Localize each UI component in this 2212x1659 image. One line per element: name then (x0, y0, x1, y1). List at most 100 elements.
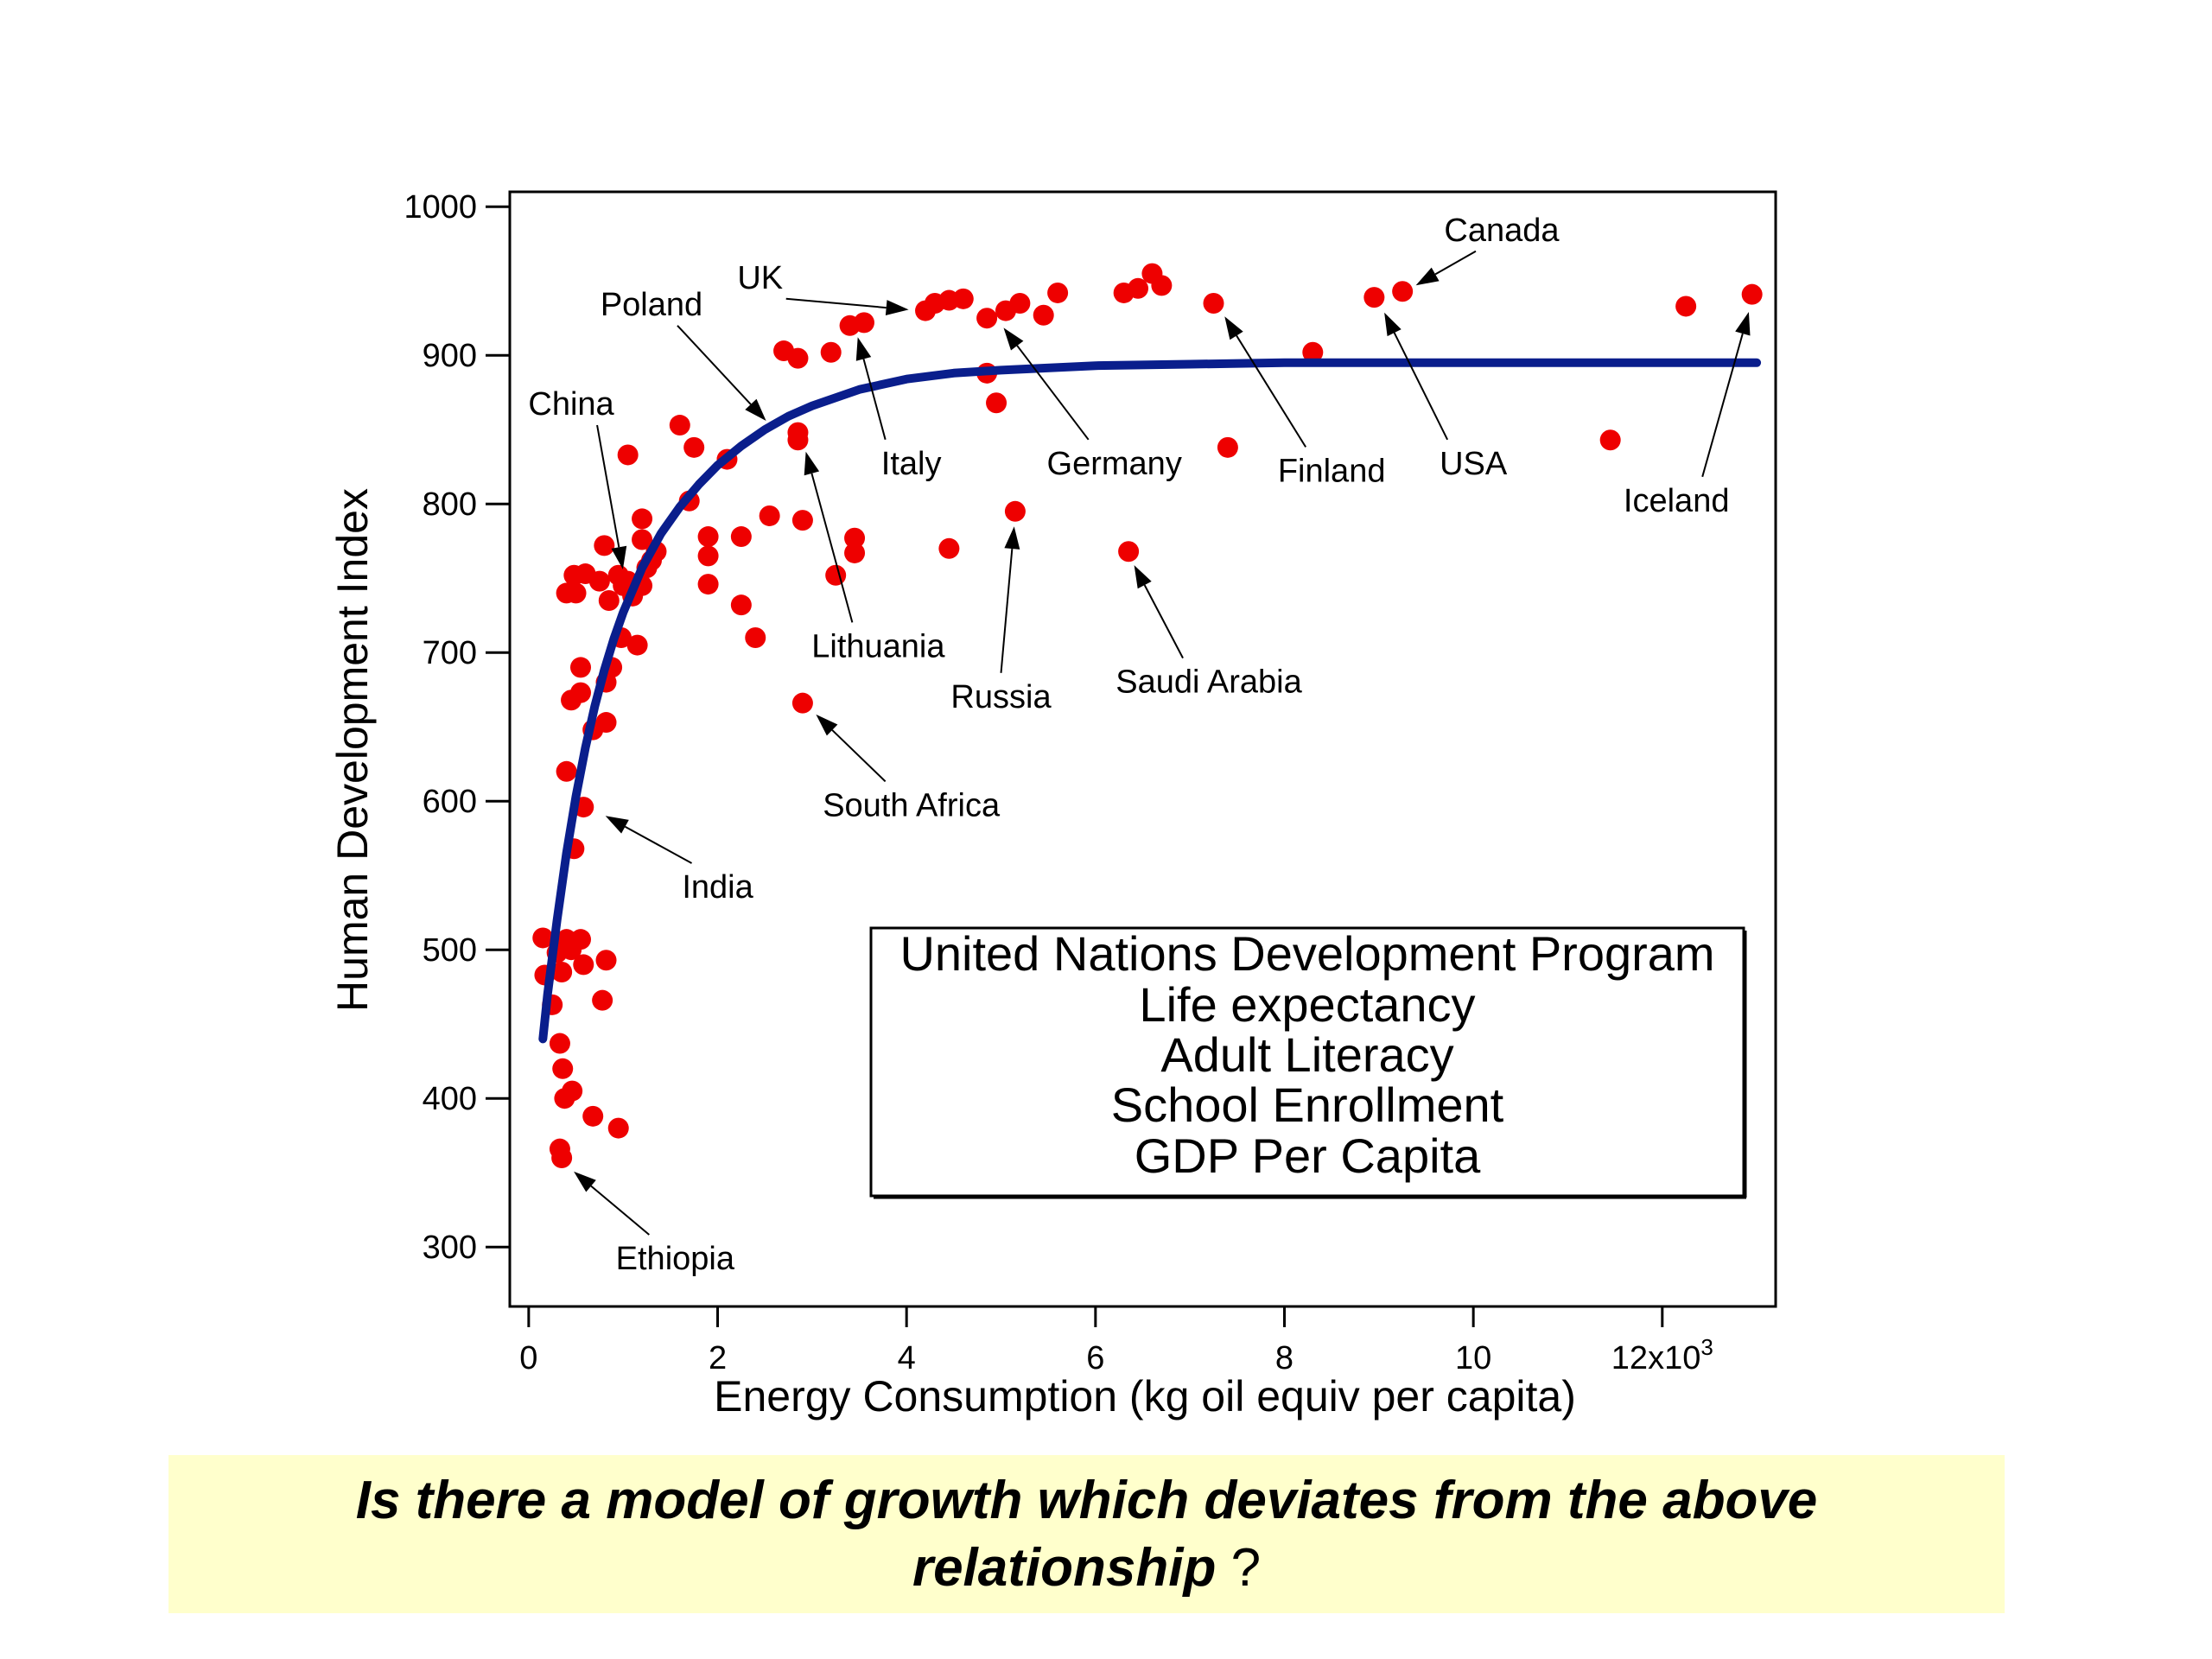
data-point (1675, 296, 1697, 317)
data-point (617, 444, 639, 466)
annotation-label: Iceland (1624, 483, 1730, 519)
data-point (595, 712, 617, 734)
annotation-label: India (682, 869, 753, 906)
fit-curve (538, 358, 1762, 1044)
data-point (825, 564, 847, 586)
data-point (569, 682, 591, 703)
legend-line-program: United Nations Development Program (899, 926, 1714, 981)
data-point (573, 954, 594, 976)
annotation-arrow-line (1000, 548, 1014, 673)
caption-line-2-text: relationship (912, 1537, 1217, 1598)
y-tick-label: 800 (423, 486, 477, 523)
data-point (820, 341, 842, 363)
annotation-italy: Italy (855, 337, 942, 482)
annotation-poland: Poland (601, 287, 766, 421)
data-point (787, 347, 809, 369)
data-point (626, 634, 648, 656)
data-point (952, 288, 974, 309)
annotation-russia: Russia (950, 526, 1052, 715)
data-point (976, 308, 998, 329)
data-point (730, 526, 752, 548)
y-tick-label: 400 (423, 1081, 477, 1117)
data-point (986, 392, 1007, 414)
data-point (669, 415, 690, 436)
annotation-arrow-head (1003, 327, 1024, 351)
data-point (730, 594, 752, 616)
annotation-south-africa: South Africa (816, 714, 1001, 823)
data-point (791, 692, 813, 714)
data-point (1151, 275, 1173, 296)
legend-box: United Nations Development Program Life … (869, 926, 1747, 1199)
data-point (1118, 541, 1140, 563)
y-axis-label: Human Development Index (328, 488, 377, 1012)
annotation-arrow-line (1434, 250, 1477, 276)
data-point (787, 429, 809, 451)
annotation-label: Lithuania (811, 628, 945, 664)
annotation-arrow-head (745, 398, 766, 421)
annotation-arrow-line (1143, 584, 1184, 659)
data-point (1128, 277, 1149, 299)
annotation-arrow-line (785, 297, 887, 309)
y-tick-label: 1000 (404, 189, 477, 226)
data-point (844, 542, 866, 563)
y-tick-label: 500 (423, 932, 477, 969)
data-point (565, 582, 587, 604)
annotation-arrow-line (677, 325, 752, 405)
x-axis-label: Energy Consumption (kg oil equiv per cap… (714, 1372, 1576, 1421)
annotation-arrow-line (831, 729, 887, 783)
annotation-arrow-head (574, 1171, 596, 1192)
x-tick-label: 4 (898, 1340, 916, 1376)
annotation-china: China (528, 386, 627, 569)
annotation-arrow-head (1735, 312, 1751, 336)
data-point (592, 989, 613, 1011)
data-point (1599, 429, 1621, 451)
annotation-arrow-line (596, 424, 620, 548)
data-point (697, 574, 719, 595)
annotation-arrow-head (1415, 267, 1440, 286)
data-point (569, 929, 591, 950)
y-tick-label: 900 (423, 338, 477, 374)
legend-line-life-expectancy: Life expectancy (1139, 977, 1475, 1032)
data-point (1047, 282, 1069, 303)
annotation-arrow-head (855, 337, 872, 361)
y-tick-label: 600 (423, 784, 477, 820)
data-point (551, 1147, 573, 1168)
annotation-saudi-arabia: Saudi Arabia (1116, 565, 1303, 701)
x-tick-label: 12x103 (1611, 1334, 1713, 1376)
data-point (697, 545, 719, 567)
data-point (532, 927, 554, 949)
annotation-label: China (528, 386, 614, 423)
data-point (683, 436, 705, 458)
x-axis: 0 2 4 6 8 10 12x103 (519, 1306, 1713, 1376)
annotation-arrow-head (1384, 312, 1402, 337)
annotation-uk: UK (737, 260, 909, 315)
annotation-iceland: Iceland (1624, 312, 1751, 519)
data-point (1004, 500, 1026, 522)
caption-line-1: Is there a model of growth which deviate… (355, 1470, 1818, 1530)
plot-frame (508, 190, 1777, 1308)
data-point (844, 527, 866, 549)
annotation-arrow-head (804, 451, 820, 476)
annotation-arrow-head (885, 300, 909, 315)
x-tick-label: 6 (1086, 1340, 1104, 1376)
data-point (1363, 287, 1385, 308)
annotation-arrow-line (590, 1185, 650, 1236)
annotation-label: Italy (881, 446, 942, 482)
annotation-india: India (605, 816, 754, 906)
data-point (1741, 283, 1763, 305)
annotations: Canada UK Poland China Italy Germany Finland US… (528, 213, 1751, 1277)
annotation-label: USA (1440, 446, 1508, 482)
y-tick-label: 700 (423, 635, 477, 671)
x-tick-label: 10 (1455, 1340, 1491, 1376)
annotation-arrow-head (605, 816, 629, 834)
data-point (582, 1105, 604, 1127)
x-tick-label: 8 (1275, 1340, 1294, 1376)
annotation-arrow-line (1236, 334, 1307, 448)
legend-line-gdp: GDP Per Capita (1135, 1128, 1481, 1183)
annotation-label: Russia (950, 679, 1052, 715)
data-point (632, 529, 653, 550)
annotation-lithuania: Lithuania (804, 451, 945, 664)
question-caption: Is there a model of growth which deviate… (168, 1455, 2005, 1613)
data-point (697, 526, 719, 548)
annotation-arrow-line (1016, 345, 1090, 441)
